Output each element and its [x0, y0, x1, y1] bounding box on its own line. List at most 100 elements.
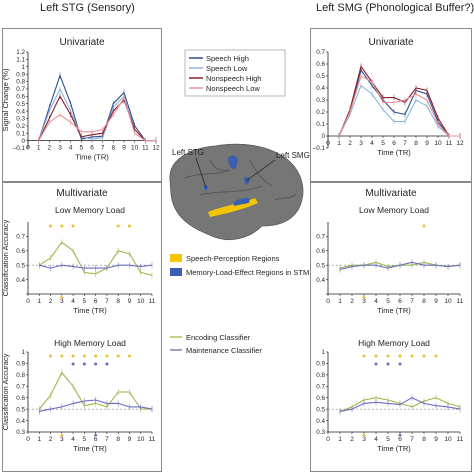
- smg_low_load-x-tick-label: 8: [422, 298, 426, 305]
- stg_low_load-y-tick-label: 0.5: [16, 262, 25, 269]
- smg_high_load-x-tick-label: 0: [326, 436, 330, 443]
- stg_high_load-sig-marker-top: [94, 354, 98, 358]
- stg_high_load-sig-marker-axis: [59, 433, 64, 436]
- stg_high_load-sig-marker-mid: [82, 362, 86, 366]
- smg_high_load-sig-marker-top: [386, 354, 390, 358]
- smg_low_load-x-tick-label: 5: [386, 298, 390, 305]
- smg_low_load-y-tick-label: 0.5: [316, 262, 325, 269]
- smg_univariate-x-tick-label: 7: [403, 140, 407, 147]
- stg_high_load-y-tick-label: 0.6: [16, 395, 25, 402]
- stg_univariate-x-tick-label: 1: [37, 145, 41, 152]
- smg_univariate-x-tick-label: 3: [359, 140, 363, 147]
- stg_univariate-x-tick-label: 8: [112, 145, 116, 152]
- smg_low_load-x-tick-label: 6: [398, 298, 402, 305]
- stg_high_load-y-tick-label: 0.5: [16, 406, 25, 413]
- smg_high_load-sig-marker-top: [434, 354, 438, 358]
- stg_low_load-x-tick-label: 6: [94, 298, 98, 305]
- smg_univariate-x-tick-label: 2: [348, 140, 352, 147]
- stg_univariate-y-tick-label: 0: [21, 138, 25, 145]
- stg_high_load-sig-marker-mid: [94, 362, 98, 366]
- smg_low_load-x-tick-label: 7: [410, 298, 414, 305]
- stg_univariate-x-tick-label: 10: [131, 145, 139, 152]
- right-column-title: Left SMG (Phonological Buffer?): [316, 2, 474, 14]
- smg_high_load-x-tick-label: 3: [362, 436, 366, 443]
- smg_low_load-y-tick-label: 0.6: [316, 248, 325, 255]
- smg_high_load-x-tick-label: 7: [410, 436, 414, 443]
- stg_univariate-x-tick-label: 4: [69, 145, 73, 152]
- smg_high_load-x-tick-label: 2: [350, 436, 354, 443]
- stg_high_load-x-tick-label: 9: [128, 436, 132, 443]
- smg_univariate-y-tick-label: 0.7: [316, 49, 325, 56]
- smg_univariate-y-tick-label: –0.1: [313, 145, 326, 152]
- stg_high_load-sig-marker-top: [71, 354, 75, 358]
- smg_univariate-x-tick-label: 5: [381, 140, 385, 147]
- stg_univariate-y-tick-label: 0.8: [16, 79, 25, 86]
- stg_univariate-x-tick-label: 3: [58, 145, 62, 152]
- smg_low_load-sig-marker-top: [422, 224, 426, 228]
- smg_high_load-title: High Memory Load: [358, 338, 430, 348]
- smg_high_load-sig-marker-axis: [362, 433, 366, 436]
- brain-label-smg: Left SMG: [276, 151, 310, 160]
- smg_univariate-y-tick-label: 0.6: [316, 61, 325, 68]
- smg_univariate-y-tick-label: 0.1: [316, 121, 325, 128]
- smg-univariate-box: [310, 28, 472, 182]
- smg_univariate-x-tick-label: 10: [434, 140, 442, 147]
- stg_univariate-y-tick-label: 1.1: [16, 57, 25, 64]
- stg_univariate-y-tick-label: 1.2: [16, 49, 25, 56]
- classifier-legend-encoding-label: Encoding Classifier: [186, 333, 251, 342]
- legend-label-speech-high: Speech High: [206, 54, 249, 63]
- brain-blue-region-parietal: [228, 155, 238, 169]
- stg_univariate-x-tick-label: 12: [152, 145, 160, 152]
- stg_low_load-x-tick-label: 4: [71, 298, 75, 305]
- smg-univariate-title: Univariate: [368, 37, 413, 48]
- stg_low_load-x-tick-label: 7: [105, 298, 109, 305]
- stg-multivariate-box: [2, 182, 162, 472]
- stg_high_load-x-tick-label: 10: [137, 436, 145, 443]
- charts-layer: –0.100.10.20.30.40.50.60.70.80.911.11.20…: [1, 49, 464, 453]
- stg_low_load-x-tick-label: 0: [26, 298, 30, 305]
- stg_low_load-x-tick-label: 3: [60, 298, 64, 305]
- stg_univariate-x-tick-label: 9: [122, 145, 126, 152]
- smg_univariate-series-1-line: [338, 84, 460, 137]
- stg_univariate-x-tick-label: 6: [90, 145, 94, 152]
- smg_univariate-y-tick-label: 0.5: [316, 73, 325, 80]
- stg_low_load-x-tick-label: 11: [149, 298, 156, 305]
- smg_low_load-x-tick-label: 10: [444, 298, 452, 305]
- smg_low_load-sig-marker-axis: [362, 295, 366, 298]
- stg_high_load-y-label: Classification Accuracy: [1, 353, 10, 430]
- brain-illustration: Left STG Left SMG: [169, 143, 310, 240]
- stg_low_load-sig-marker-top: [116, 224, 120, 228]
- smg_low_load-x-label: Time (TR): [377, 306, 411, 315]
- legend-label-nonspeech-low: Nonspeech Low: [206, 84, 260, 93]
- stg_high_load-x-tick-label: 3: [60, 436, 64, 443]
- smg_univariate-y-tick-label: 0.4: [316, 85, 325, 92]
- smg_low_load-x-tick-label: 11: [457, 298, 464, 305]
- stg_low_load-y-tick-label: 0.6: [16, 248, 25, 255]
- smg_high_load-sig-marker-top: [362, 354, 366, 358]
- stg_low_load-sig-marker-top: [71, 224, 75, 228]
- stg_low_load-sig-marker-top: [127, 224, 131, 228]
- stg_high_load-sig-marker-top: [82, 354, 86, 358]
- stg_high_load-x-tick-label: 1: [37, 436, 41, 443]
- smg_high_load-x-tick-label: 4: [374, 436, 378, 443]
- stg_univariate-y-tick-label: 0.5: [16, 101, 25, 108]
- smg_high_load-y-tick-label: 0.7: [316, 383, 325, 390]
- stg_low_load-sig-marker-axis: [59, 295, 64, 298]
- smg_high_load-x-tick-label: 1: [338, 436, 342, 443]
- stg-pointer-line: [195, 157, 207, 189]
- brain-sulci: [184, 159, 297, 201]
- stg_high_load-sig-marker-mid: [105, 362, 109, 366]
- smg_low_load-x-tick-label: 2: [350, 298, 354, 305]
- stg_high_load-x-tick-label: 0: [26, 436, 30, 443]
- stg_high_load-y-tick-label: 0.7: [16, 383, 25, 390]
- stg_high_load-x-label: Time (TR): [73, 444, 107, 453]
- stg_high_load-x-tick-label: 11: [149, 436, 156, 443]
- stg_high_load-sig-marker-top: [127, 354, 131, 358]
- smg_low_load-y-tick-label: 0.7: [316, 234, 325, 241]
- smg_high_load-sig-marker-mid: [374, 362, 378, 366]
- smg_univariate-x-tick-label: 1: [337, 140, 341, 147]
- univariate-legend: Speech High Speech Low Nonspeech High No…: [184, 49, 286, 97]
- smg_high_load-x-tick-label: 10: [444, 436, 452, 443]
